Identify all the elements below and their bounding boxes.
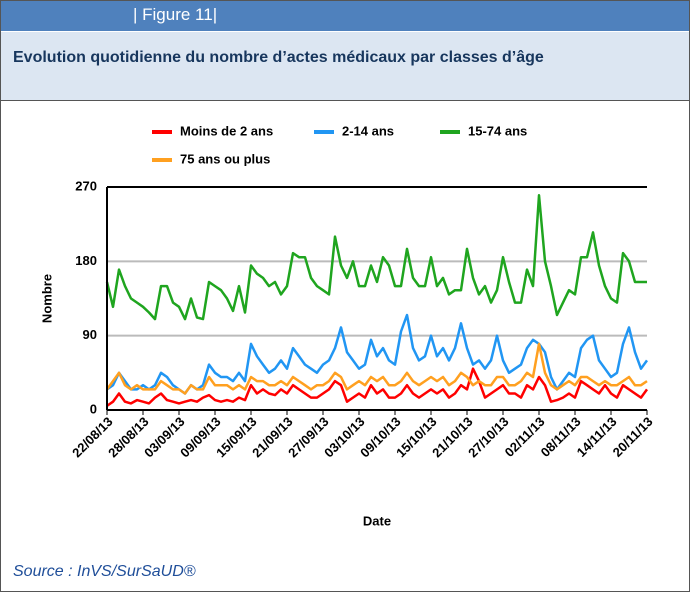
chart-title: Evolution quotidienne du nombre d’actes … xyxy=(13,49,544,66)
x-axis-label: Date xyxy=(363,513,391,528)
legend-label: 15-74 ans xyxy=(468,123,527,138)
series-line xyxy=(105,342,648,395)
legend-label: 2-14 ans xyxy=(342,123,394,138)
series-line xyxy=(105,194,647,321)
y-tick-label: 0 xyxy=(90,401,97,416)
x-tick-label: 20/11/13 xyxy=(610,414,656,460)
figure-header: | Figure 11| xyxy=(1,1,689,32)
title-band: Evolution quotidienne du nombre d’actes … xyxy=(1,32,689,101)
figure-box: | Figure 11| Evolution quotidienne du no… xyxy=(0,0,690,592)
legend-label: Moins de 2 ans xyxy=(180,123,273,138)
y-tick-label: 180 xyxy=(75,253,97,268)
y-tick-label: 270 xyxy=(75,178,97,193)
legend-label: 75 ans ou plus xyxy=(180,151,270,166)
source: Source : InVS/SurSaUD® xyxy=(13,563,196,580)
figure-label: | Figure 11| xyxy=(133,5,218,24)
y-tick-label: 90 xyxy=(83,327,97,342)
chart: Moins de 2 ans 2-14 ans 15-74 ans 75 ans ou… xyxy=(39,123,656,528)
series-line xyxy=(106,367,649,407)
y-axis-label: Nombre xyxy=(39,274,54,323)
